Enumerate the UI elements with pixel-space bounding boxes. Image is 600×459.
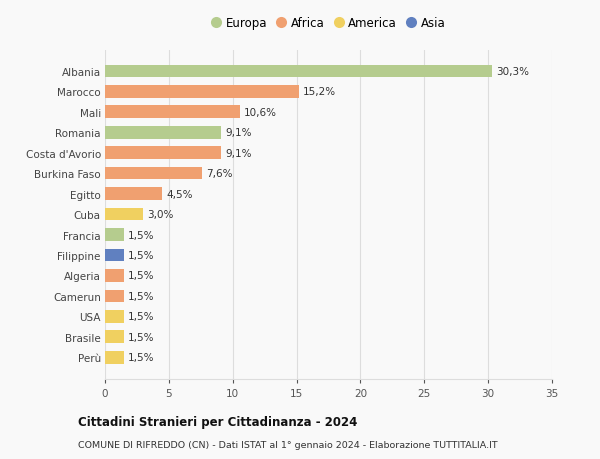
Bar — [105, 351, 124, 364]
Text: 1,5%: 1,5% — [128, 332, 154, 342]
Text: 1,5%: 1,5% — [128, 353, 154, 363]
Text: COMUNE DI RIFREDDO (CN) - Dati ISTAT al 1° gennaio 2024 - Elaborazione TUTTITALI: COMUNE DI RIFREDDO (CN) - Dati ISTAT al … — [78, 440, 497, 449]
Bar — [105, 310, 124, 323]
Bar — [105, 86, 299, 99]
Text: Cittadini Stranieri per Cittadinanza - 2024: Cittadini Stranieri per Cittadinanza - 2… — [78, 415, 358, 428]
Text: 9,1%: 9,1% — [225, 128, 251, 138]
Bar — [105, 65, 492, 78]
Text: 1,5%: 1,5% — [128, 271, 154, 281]
Bar — [105, 188, 163, 201]
Text: 1,5%: 1,5% — [128, 230, 154, 240]
Legend: Europa, Africa, America, Asia: Europa, Africa, America, Asia — [212, 17, 445, 30]
Bar — [105, 290, 124, 302]
Bar — [105, 249, 124, 262]
Text: 3,0%: 3,0% — [147, 210, 173, 219]
Bar — [105, 269, 124, 282]
Bar — [105, 147, 221, 160]
Text: 15,2%: 15,2% — [303, 87, 336, 97]
Text: 1,5%: 1,5% — [128, 251, 154, 260]
Bar — [105, 229, 124, 241]
Bar — [105, 106, 241, 119]
Text: 30,3%: 30,3% — [496, 67, 529, 77]
Text: 1,5%: 1,5% — [128, 312, 154, 322]
Bar — [105, 168, 202, 180]
Text: 9,1%: 9,1% — [225, 148, 251, 158]
Text: 1,5%: 1,5% — [128, 291, 154, 301]
Bar — [105, 208, 143, 221]
Text: 4,5%: 4,5% — [166, 189, 193, 199]
Bar — [105, 330, 124, 343]
Text: 7,6%: 7,6% — [206, 169, 232, 179]
Bar — [105, 127, 221, 139]
Text: 10,6%: 10,6% — [244, 107, 277, 118]
